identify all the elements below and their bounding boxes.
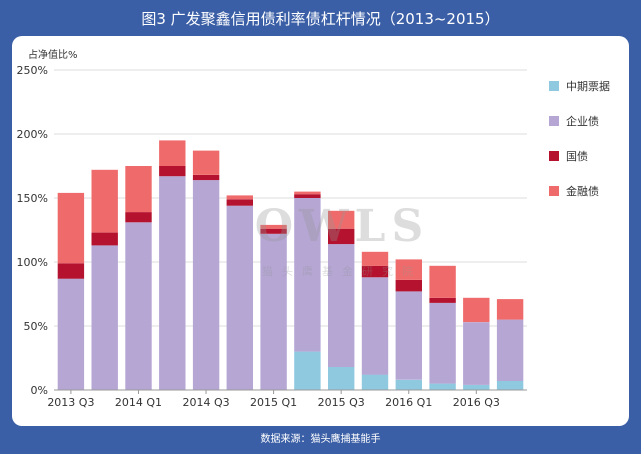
legend-label: 企业债 [566,114,599,128]
x-tick-label: 2016 Q3 [453,396,500,409]
x-tick-label: 2014 Q3 [182,396,229,409]
bar-segment-1 [57,278,85,390]
bar-segment-3 [125,166,152,213]
y-tick-label: 150% [17,192,48,205]
y-tick-label: 200% [17,128,48,141]
bar-segment-3 [463,297,490,323]
y-axis-label: 占净值比% [28,48,78,61]
bar-segment-3 [361,251,389,266]
bar-segment-3 [328,210,355,229]
bar-segment-3 [57,192,85,264]
bar-segment-3 [226,195,253,200]
bar-segment-2 [429,297,456,303]
bar-segment-3 [91,169,118,233]
bar-segment-0 [496,381,524,390]
bar-segment-1 [294,198,321,352]
legend-swatch [549,116,559,126]
data-source: 数据来源：猫头鹰捕基能手 [260,434,381,445]
bar-segment-2 [57,263,85,279]
y-tick-label: 0% [31,384,48,397]
bar-segment-2 [125,212,152,223]
bar-segment-2 [294,194,321,198]
bar-segment-3 [159,140,186,166]
bar-segment-1 [125,222,152,390]
bar-segment-1 [361,277,389,375]
legend-label: 中期票据 [566,79,610,93]
legend-swatch [549,186,559,196]
x-tick-label: 2016 Q1 [385,396,432,409]
x-tick-label: 2015 Q1 [250,396,297,409]
x-tick-label: 2015 Q3 [318,396,365,409]
bar-segment-1 [395,291,422,380]
bar-segment-2 [328,228,355,245]
bar-segment-3 [294,191,321,195]
bar-segment-1 [192,180,220,390]
legend-label: 金融债 [566,184,599,198]
x-tick-label: 2014 Q1 [115,396,162,409]
bar-segment-2 [226,199,253,206]
bar-segment-1 [260,233,287,390]
bar-segment-2 [395,279,422,292]
stacked-bar-chart: 0% 50% 100% 150% 200% 250% 占净值比% 2013 Q3 2014 Q1… [17,48,610,409]
bar-segment-0 [328,367,355,390]
chart-title: 图3 广发聚鑫信用债利率债杠杆情况（2013~2015） [141,10,500,28]
bar-segment-1 [429,303,456,384]
bar-segment-0 [395,379,422,390]
bar-segment-1 [496,319,524,381]
bar-segment-2 [159,166,186,177]
bar-segment-1 [226,205,253,390]
bar-segment-1 [328,244,355,367]
bar-segment-0 [463,384,490,390]
bar-segment-0 [294,351,321,390]
bar-segment-3 [429,265,456,298]
bar-segment-3 [260,224,287,229]
bar-segment-1 [159,176,186,390]
bar-segment-2 [361,265,389,278]
x-tick-label: 2013 Q3 [47,396,94,409]
bar-segment-3 [496,299,524,320]
bar-segment-2 [192,175,220,181]
bar-segment-3 [192,150,220,175]
bar-segment-0 [361,374,389,390]
legend-swatch [549,81,559,91]
bar-segment-2 [91,232,118,246]
legend-swatch [549,151,559,161]
bar-segment-1 [463,322,490,385]
y-tick-label: 50% [24,320,48,333]
bar-segment-1 [91,245,118,390]
bar-segment-2 [260,228,287,234]
chart-panel: 0% 50% 100% 150% 200% 250% 占净值比% 2013 Q3 2014 Q1… [12,36,629,426]
bar-segment-0 [429,383,456,390]
y-tick-label: 250% [17,64,48,77]
bar-segment-3 [395,259,422,280]
y-tick-label: 100% [17,256,48,269]
legend-label: 国债 [566,149,588,163]
